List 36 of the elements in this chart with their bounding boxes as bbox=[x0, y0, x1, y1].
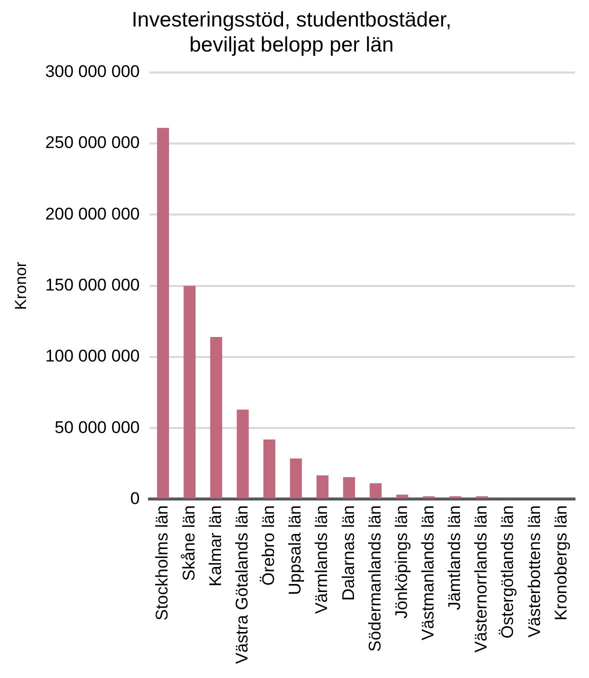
x-tick-label: Stockholms län bbox=[152, 505, 172, 621]
bar bbox=[343, 477, 356, 498]
x-tick-label: Dalarnas län bbox=[338, 505, 358, 601]
y-tick-label: 100 000 000 bbox=[45, 346, 140, 366]
x-tick-label: Kronobergs län bbox=[551, 505, 570, 621]
y-tick-label: 50 000 000 bbox=[54, 418, 140, 437]
x-tick-label: Jämtlands län bbox=[445, 505, 464, 610]
x-tick-label: Jönköpings län bbox=[392, 505, 411, 619]
bar bbox=[210, 337, 222, 498]
x-tick-label: Örebro län bbox=[259, 505, 278, 586]
y-tick-label: 200 000 000 bbox=[45, 204, 140, 224]
bar bbox=[157, 128, 170, 498]
y-axis-title: Kronor bbox=[13, 261, 30, 310]
bar bbox=[263, 439, 276, 498]
bar bbox=[236, 410, 249, 498]
x-tick-label: Kalmar län bbox=[206, 505, 225, 587]
y-tick-label: 150 000 000 bbox=[45, 276, 140, 295]
x-tick-label: Östergötlands län bbox=[498, 505, 518, 638]
x-tick-label: Södermanlands län bbox=[365, 505, 384, 652]
x-tick-label: Västernorrlands län bbox=[472, 505, 491, 653]
y-tick-label: 0 bbox=[130, 488, 140, 508]
x-tick-label: Värmlands län bbox=[312, 505, 332, 614]
bar bbox=[370, 483, 382, 498]
x-tick-label: Skåne län bbox=[179, 505, 198, 581]
x-tick-label: Västra Götalands län bbox=[232, 505, 252, 664]
bar bbox=[396, 494, 408, 498]
bar bbox=[290, 458, 302, 498]
x-tick-label: Uppsala län bbox=[286, 505, 305, 596]
bar bbox=[316, 475, 328, 498]
y-tick-label: 300 000 000 bbox=[45, 62, 140, 82]
x-tick-label: Västmanlands län bbox=[418, 505, 438, 640]
text: Investeringsstöd, studentbostäder, bbox=[132, 8, 452, 32]
bar bbox=[184, 286, 196, 498]
text: beviljat belopp per län bbox=[189, 34, 394, 57]
x-tick-label: Västerbottens län bbox=[524, 505, 544, 638]
y-tick-label: 250 000 000 bbox=[45, 133, 140, 152]
